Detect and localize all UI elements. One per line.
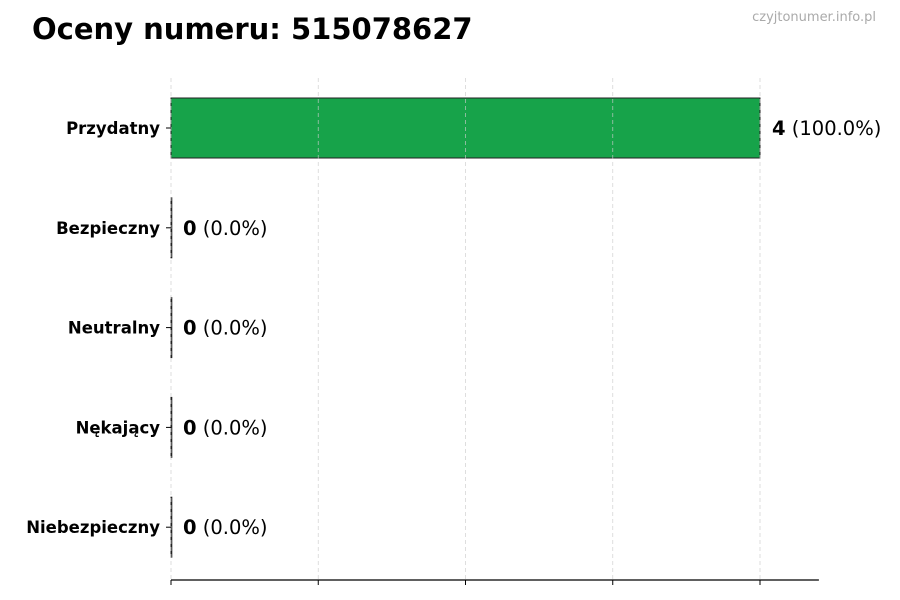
y-tick-label: Bezpieczny	[56, 219, 160, 238]
data-label: 4 (100.0%)	[772, 117, 881, 140]
y-tick-label: Nękający	[76, 418, 161, 437]
data-label-percent: (0.0%)	[197, 317, 268, 340]
data-label-percent: (0.0%)	[197, 516, 268, 539]
data-label-percent: (0.0%)	[197, 416, 268, 439]
data-label-percent: (0.0%)	[197, 217, 268, 240]
y-tick-label: Neutralny	[68, 319, 160, 338]
data-label: 0 (0.0%)	[183, 416, 268, 439]
bar-2	[170, 297, 173, 359]
bar-3	[170, 396, 173, 458]
data-label-count: 0	[183, 516, 197, 539]
data-label-percent: (100.0%)	[786, 117, 882, 140]
chart-title: Oceny numeru: 515078627	[32, 12, 473, 46]
y-tick-label: Niebezpieczny	[26, 518, 160, 537]
data-label-count: 0	[183, 217, 197, 240]
data-label-count: 4	[772, 117, 786, 140]
data-label: 0 (0.0%)	[183, 317, 268, 340]
data-label: 0 (0.0%)	[183, 217, 268, 240]
data-label-count: 0	[183, 317, 197, 340]
y-tick-label: Przydatny	[66, 119, 160, 138]
watermark: czyjtonumer.info.pl	[752, 10, 876, 25]
data-label-count: 0	[183, 416, 197, 439]
data-label: 0 (0.0%)	[183, 516, 268, 539]
